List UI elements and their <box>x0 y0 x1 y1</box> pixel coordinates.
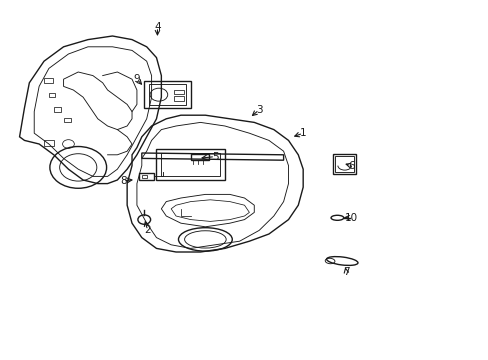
Bar <box>54 107 61 112</box>
Text: 5: 5 <box>211 152 218 162</box>
Bar <box>44 78 53 83</box>
Bar <box>44 140 54 146</box>
Text: 9: 9 <box>133 74 140 84</box>
Text: 6: 6 <box>347 161 354 171</box>
Bar <box>149 84 185 105</box>
Text: 10: 10 <box>344 213 357 223</box>
Bar <box>142 175 146 178</box>
Bar <box>49 93 55 97</box>
Text: 2: 2 <box>144 225 151 235</box>
Text: 3: 3 <box>255 105 262 115</box>
Bar <box>161 153 220 176</box>
Bar <box>173 96 184 101</box>
Text: 7: 7 <box>342 267 349 277</box>
Bar <box>190 154 209 160</box>
Bar <box>156 149 224 180</box>
Bar <box>335 156 353 171</box>
Bar <box>63 118 71 122</box>
Bar <box>144 81 190 108</box>
Bar <box>139 173 154 180</box>
Text: 4: 4 <box>154 22 161 32</box>
Bar <box>173 90 184 94</box>
Text: 8: 8 <box>120 176 126 186</box>
Text: 1: 1 <box>299 128 306 138</box>
Bar <box>332 154 356 174</box>
